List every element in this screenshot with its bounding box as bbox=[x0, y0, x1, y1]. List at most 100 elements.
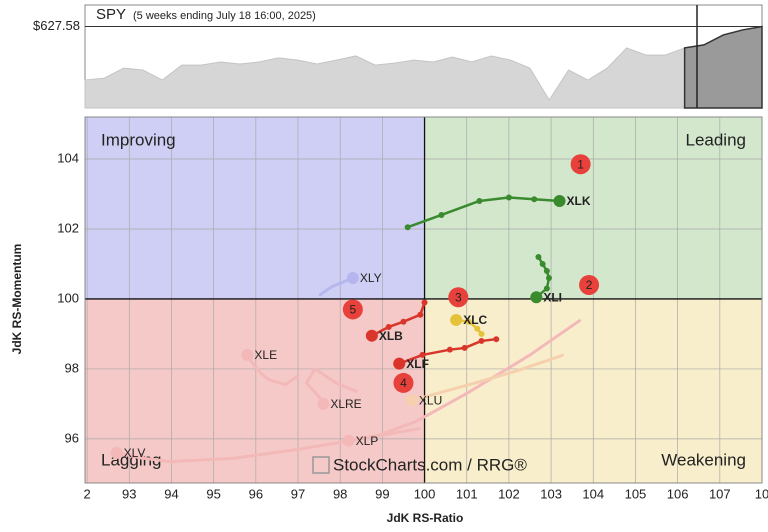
tail-line bbox=[407, 196, 560, 229]
tail-point bbox=[478, 330, 485, 337]
series-label: XLRE bbox=[330, 397, 361, 411]
annotation-label: 1 bbox=[577, 157, 584, 171]
tail-head bbox=[450, 313, 463, 326]
quadrant-label: Leading bbox=[685, 130, 746, 149]
y-tick-label: 100 bbox=[57, 290, 79, 305]
tail-point bbox=[478, 337, 485, 344]
x-tick-label: 94 bbox=[164, 486, 178, 501]
annotation-label: 3 bbox=[455, 290, 462, 304]
tail-line bbox=[304, 367, 358, 405]
x-tick-label: 97 bbox=[291, 486, 305, 501]
x-tick-label: 99 bbox=[375, 486, 389, 501]
quadrant-label: Weakening bbox=[661, 450, 746, 469]
x-tick-label: 106 bbox=[667, 486, 689, 501]
rrg-panel: 2 93 94 95 96 97 98 99 100 101 102 103 104 105 106 107 1… bbox=[57, 116, 768, 501]
annotation-badge bbox=[579, 274, 600, 295]
x-tick-label: 100 bbox=[414, 486, 436, 501]
annotation-badge bbox=[342, 299, 363, 320]
series-label: XLK bbox=[567, 194, 591, 208]
tail-point bbox=[461, 344, 468, 351]
annotation-badge bbox=[570, 154, 591, 175]
series-label: XLV bbox=[124, 446, 146, 460]
x-tick-label: 93 bbox=[122, 486, 136, 501]
spy-panel: $627.58 bbox=[33, 5, 763, 109]
x-tick-label: 10 bbox=[755, 486, 768, 501]
tail-point bbox=[493, 336, 500, 343]
series-label: XLP bbox=[356, 434, 379, 448]
series-label: XLU bbox=[419, 394, 442, 408]
tail-line bbox=[348, 318, 582, 443]
tail-point bbox=[543, 267, 550, 274]
tail-head bbox=[241, 348, 254, 361]
annotation-badge bbox=[448, 287, 469, 308]
tail-point bbox=[385, 323, 392, 330]
tail-point bbox=[474, 325, 481, 332]
spy-area bbox=[84, 25, 763, 109]
tail-head bbox=[317, 397, 330, 410]
annotation-label: 5 bbox=[350, 303, 357, 317]
tail-point bbox=[531, 196, 538, 203]
x-axis-title: JdK RS-Ratio bbox=[387, 511, 464, 525]
tail-point bbox=[476, 197, 483, 204]
tail-point bbox=[545, 274, 552, 281]
quadrant-label: Improving bbox=[101, 130, 176, 149]
x-tick-label: 101 bbox=[456, 486, 478, 501]
quadrant-lagging bbox=[85, 298, 425, 483]
spy-current-area bbox=[683, 25, 763, 109]
series-label: XLC bbox=[463, 313, 487, 327]
tail-head bbox=[346, 271, 359, 284]
tail-point bbox=[417, 311, 424, 318]
x-tick-label: 2 bbox=[83, 486, 90, 501]
tail-point bbox=[505, 194, 512, 201]
tail-point bbox=[539, 260, 546, 267]
y-tick-label: 104 bbox=[57, 150, 79, 165]
watermark-icon bbox=[312, 456, 330, 474]
tail-head bbox=[342, 434, 355, 447]
series-label: XLB bbox=[379, 329, 403, 343]
quadrant-improving bbox=[85, 117, 425, 299]
annotation-badge bbox=[393, 372, 414, 393]
tail-point bbox=[404, 224, 411, 231]
series-label: XLF bbox=[406, 357, 429, 371]
tail-point bbox=[419, 351, 426, 358]
x-tick-label: 104 bbox=[582, 486, 604, 501]
x-tick-label: 105 bbox=[625, 486, 647, 501]
y-tick-label: 96 bbox=[65, 430, 79, 445]
tail-line bbox=[411, 353, 565, 402]
tail-line bbox=[246, 354, 299, 387]
tail-head bbox=[553, 194, 566, 207]
tail-point bbox=[400, 318, 407, 325]
series-label: XLI bbox=[543, 290, 562, 304]
x-tick-label: 103 bbox=[540, 486, 562, 501]
tail-head bbox=[110, 446, 123, 459]
y-tick-label: 98 bbox=[65, 360, 79, 375]
x-tick-label: 102 bbox=[498, 486, 520, 501]
tail-head bbox=[530, 291, 543, 304]
tail-head bbox=[405, 394, 418, 407]
x-tick-label: 98 bbox=[333, 486, 347, 501]
tail-point bbox=[421, 299, 428, 306]
x-tick-label: 96 bbox=[249, 486, 263, 501]
spy-subtitle: (5 weeks ending July 18 16:00, 2025) bbox=[133, 10, 316, 22]
reference-label: $627.58 bbox=[33, 18, 80, 33]
tail-head bbox=[393, 357, 406, 370]
tail-line bbox=[456, 318, 483, 335]
series-label: XLY bbox=[360, 271, 382, 285]
x-tick-label: 95 bbox=[206, 486, 220, 501]
tail-point bbox=[438, 211, 445, 218]
spy-title: SPY bbox=[96, 6, 126, 23]
tail-point bbox=[446, 346, 453, 353]
annotation-label: 4 bbox=[400, 376, 407, 390]
tail-point bbox=[543, 285, 550, 292]
watermark: StockCharts.com / RRG® bbox=[333, 455, 527, 474]
series-label: XLE bbox=[254, 348, 277, 362]
tail-head bbox=[365, 329, 378, 342]
x-tick-label: 107 bbox=[709, 486, 731, 501]
plot-frame bbox=[84, 116, 763, 484]
y-tick-label: 102 bbox=[57, 220, 79, 235]
annotation-label: 2 bbox=[586, 278, 593, 292]
y-axis-title: JdK RS-Momentum bbox=[10, 244, 24, 355]
tail-point bbox=[465, 318, 472, 325]
